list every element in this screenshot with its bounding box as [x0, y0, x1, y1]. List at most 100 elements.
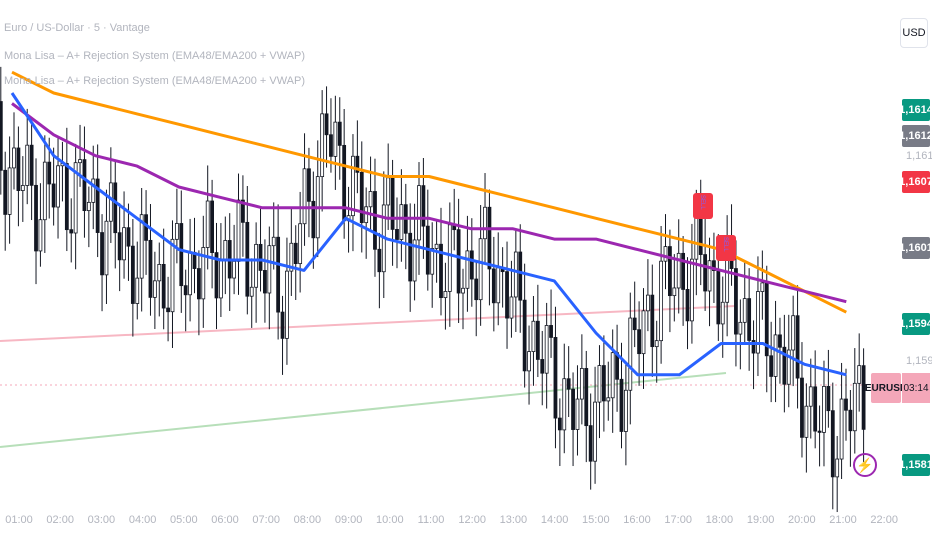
- candle-body: [804, 405, 809, 438]
- time-tick-label: 09:00: [334, 514, 363, 526]
- candle-body: [791, 315, 796, 351]
- price-tag-2: 1,1612: [899, 125, 932, 147]
- candle-body: [179, 223, 184, 287]
- candle-body: [465, 250, 470, 289]
- price-tag-3: 1,1607: [899, 171, 932, 193]
- candle-body: [782, 346, 787, 385]
- price-tag-5: 1,1594: [899, 313, 932, 335]
- candle-body: [298, 223, 303, 265]
- candle-body: [201, 247, 206, 300]
- candle-body: [553, 337, 558, 419]
- candle-body: [738, 321, 743, 335]
- time-tick-label: 14:00: [540, 514, 569, 526]
- candle-body: [263, 270, 267, 294]
- candle-body: [681, 252, 686, 290]
- candle-body: [205, 200, 210, 248]
- candle-body: [152, 280, 157, 298]
- candle-body: [434, 243, 439, 249]
- currency-button[interactable]: USD: [900, 18, 928, 48]
- candle-body: [601, 365, 606, 402]
- candle-body: [95, 178, 100, 233]
- time-tick-label: 13:00: [499, 514, 528, 526]
- candle-body: [839, 398, 844, 460]
- series-line-2[interactable]: [11, 102, 847, 304]
- legend-indicator-1[interactable]: Mona Lisa – A+ Rejection System (EMA48/E…: [4, 50, 306, 62]
- candle-body: [42, 161, 47, 221]
- candle-body: [769, 355, 774, 377]
- time-tick-label: 04:00: [128, 514, 157, 526]
- time-tick-label: 15:00: [582, 514, 610, 526]
- series-line-3[interactable]: [10, 92, 847, 377]
- candle-body: [461, 287, 465, 294]
- candle-body: [513, 251, 518, 298]
- candle-body: [469, 250, 474, 280]
- candle-body: [302, 168, 307, 225]
- sell-signal-2: SELL: [716, 235, 736, 261]
- candle-body: [20, 185, 25, 191]
- lightning-icon[interactable]: ⚡: [853, 453, 877, 477]
- candle-body: [359, 171, 364, 224]
- trendline-pink[interactable]: [0, 305, 736, 342]
- candle-body: [540, 359, 545, 374]
- candle-body: [267, 245, 272, 294]
- candle-body: [307, 168, 311, 202]
- time-tick-label: 11:00: [417, 514, 445, 526]
- candle-body: [183, 285, 188, 296]
- candle-body: [668, 246, 672, 297]
- price-label-faint-1: 1,1610: [906, 150, 932, 162]
- candle-body: [632, 317, 637, 331]
- candle-body: [456, 229, 461, 294]
- candle-body: [91, 178, 96, 203]
- candle-body: [148, 239, 153, 298]
- time-tick-label: 10:00: [376, 514, 404, 526]
- time-tick-label: 16:00: [623, 514, 651, 526]
- candle-body: [285, 270, 289, 339]
- candle-body: [214, 252, 219, 299]
- candle-body: [157, 263, 162, 282]
- candle-body: [707, 260, 712, 292]
- candle-body: [135, 277, 140, 304]
- candle-body: [373, 191, 377, 250]
- price-label-faint-2: 1,1590: [906, 355, 932, 367]
- candle-body: [122, 227, 126, 261]
- candle-body: [861, 365, 866, 430]
- candle-body: [232, 260, 237, 279]
- candle-body: [271, 236, 276, 247]
- candle-body: [377, 248, 382, 273]
- candle-body: [421, 185, 426, 227]
- candle-body: [663, 246, 668, 262]
- candle-body: [571, 388, 575, 430]
- candle-body: [593, 401, 597, 462]
- candle-body: [29, 144, 34, 186]
- series-line-1[interactable]: [11, 70, 847, 314]
- candle-body: [641, 310, 646, 355]
- candle-body: [848, 409, 853, 432]
- price-tag-1: 1,1614: [899, 99, 932, 121]
- time-tick-label: 07:00: [252, 514, 280, 526]
- candle-body: [522, 299, 527, 372]
- candle-body: [117, 232, 122, 261]
- time-tick-label: 18:00: [705, 514, 734, 526]
- candle-body: [3, 169, 8, 215]
- candle-body: [478, 238, 483, 301]
- candle-body: [742, 298, 747, 323]
- time-tick-label: 03:00: [87, 514, 116, 526]
- candle-body: [813, 386, 818, 432]
- candle-body: [557, 417, 562, 431]
- candle-body: [108, 182, 113, 222]
- legend-indicator-2[interactable]: Mona Lisa – A+ Rejection System (EMA48/E…: [4, 75, 306, 87]
- candle-body: [289, 242, 294, 272]
- candle-body: [412, 239, 417, 282]
- price-tag-4: 1,1601: [899, 237, 932, 259]
- sell-signal-1: SELL: [693, 193, 713, 219]
- candle-body: [51, 183, 56, 208]
- candle-body: [333, 121, 338, 157]
- candle-body: [196, 268, 201, 300]
- candle-body: [126, 227, 131, 247]
- time-tick-label: 22:00: [870, 514, 898, 526]
- candle-body: [835, 458, 840, 478]
- candle-body: [597, 365, 602, 403]
- time-tick-label: 01:00: [5, 514, 33, 526]
- candle-body: [610, 352, 615, 399]
